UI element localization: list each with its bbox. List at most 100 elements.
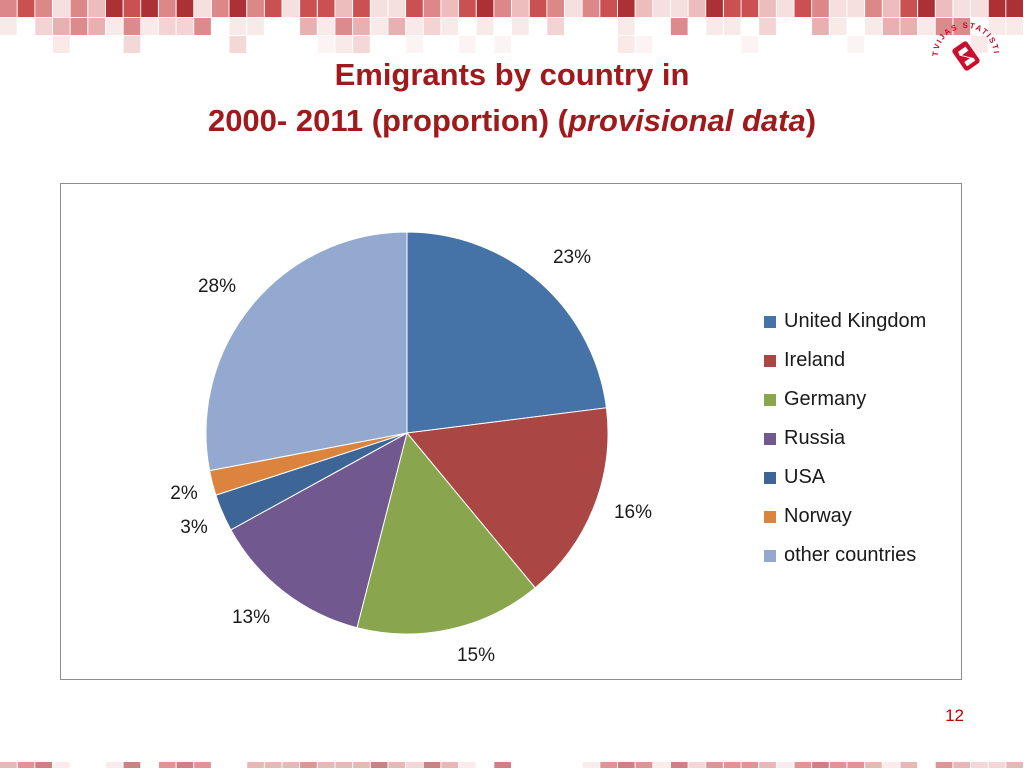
band-tile xyxy=(388,0,406,17)
legend-label: Germany xyxy=(784,388,867,410)
band-tile xyxy=(423,762,441,768)
band-tile xyxy=(247,18,264,35)
band-tile xyxy=(812,18,829,35)
band-tile xyxy=(847,0,865,17)
band-tile xyxy=(35,0,52,17)
band-tile xyxy=(547,18,564,35)
legend-swatch xyxy=(764,393,776,406)
band-tile xyxy=(353,36,370,53)
band-tile xyxy=(317,762,335,768)
band-tile xyxy=(617,762,635,768)
legend-item-usa: USA xyxy=(764,458,964,497)
band-tile xyxy=(706,762,723,768)
band-tile xyxy=(317,36,335,53)
band-tile xyxy=(494,36,511,53)
band-tile xyxy=(335,36,353,53)
band-tile xyxy=(706,18,723,35)
band-tile xyxy=(353,762,370,768)
band-tile xyxy=(971,36,988,53)
band-tile xyxy=(158,0,176,17)
band-tile xyxy=(317,0,335,17)
band-tile xyxy=(141,0,158,17)
band-tile xyxy=(441,762,459,768)
title-line-2-italic: provisional data xyxy=(567,103,806,138)
band-tile xyxy=(0,18,17,35)
chart-legend: United Kingdom Ireland Germany Russia USA Nor… xyxy=(764,302,964,575)
pie-slice-germany xyxy=(356,431,536,635)
band-tile xyxy=(317,18,335,35)
band-tile xyxy=(406,18,423,35)
band-tile xyxy=(953,0,971,17)
band-tile xyxy=(70,0,88,17)
logo-emblem-icon xyxy=(952,41,980,71)
band-tile xyxy=(882,762,900,768)
band-tile xyxy=(194,18,211,35)
legend-swatch xyxy=(764,471,776,484)
band-tile xyxy=(865,18,882,35)
band-tile xyxy=(882,0,900,17)
band-tile xyxy=(423,0,441,17)
band-tile xyxy=(900,0,918,17)
band-tile xyxy=(794,0,812,17)
band-tile xyxy=(670,762,688,768)
band-tile xyxy=(105,0,123,17)
band-tile xyxy=(882,18,900,35)
pie-slice-united-kingdom xyxy=(406,231,607,434)
band-tile xyxy=(194,762,211,768)
band-tile xyxy=(547,0,564,17)
band-tile xyxy=(53,0,70,17)
band-tile xyxy=(17,762,35,768)
title-line-2-suffix: ) xyxy=(805,103,817,138)
band-tile xyxy=(900,18,918,35)
band-tile xyxy=(229,18,247,35)
legend-swatch xyxy=(764,354,776,367)
band-tile xyxy=(53,762,70,768)
band-tile xyxy=(847,762,865,768)
band-tile xyxy=(441,0,459,17)
band-tile xyxy=(829,18,847,35)
data-label-germany: 15% xyxy=(457,645,495,666)
band-tile xyxy=(776,762,794,768)
band-tile xyxy=(123,18,141,35)
band-tile xyxy=(353,0,370,17)
band-tile xyxy=(1006,0,1023,17)
latvijas-statistika-logo: LATVIJAS STATISTIKA xyxy=(928,18,1000,71)
page-number: 12 xyxy=(945,706,964,725)
band-tile xyxy=(565,0,582,17)
band-tile xyxy=(600,762,617,768)
band-tile xyxy=(918,18,935,35)
data-label-other-countries: 28% xyxy=(198,276,236,297)
band-tile xyxy=(600,0,617,17)
data-label-norway: 2% xyxy=(170,483,198,504)
band-tile xyxy=(529,0,547,17)
band-tile xyxy=(229,36,247,53)
band-tile xyxy=(300,0,317,17)
band-tile xyxy=(229,0,247,17)
band-tile xyxy=(971,762,988,768)
band-tile xyxy=(759,762,776,768)
band-tile xyxy=(723,18,741,35)
legend-label: Norway xyxy=(784,505,852,527)
decorative-top-band xyxy=(0,0,1023,53)
band-tile xyxy=(512,0,529,17)
band-tile xyxy=(370,0,388,17)
legend-label: Russia xyxy=(784,427,846,449)
band-tile xyxy=(459,36,476,53)
legend-label: other countries xyxy=(784,544,917,566)
band-tile xyxy=(688,0,706,17)
band-tile xyxy=(282,0,300,17)
data-label-ireland: 16% xyxy=(614,502,652,523)
band-tile xyxy=(88,0,105,17)
band-tile xyxy=(370,18,388,35)
legend-swatch xyxy=(764,432,776,445)
band-tile xyxy=(617,36,635,53)
band-tile xyxy=(494,0,511,17)
band-tile xyxy=(53,18,70,35)
band-tile xyxy=(635,0,653,17)
band-tile xyxy=(35,18,52,35)
band-tile xyxy=(70,18,88,35)
legend-item-ireland: Ireland xyxy=(764,341,964,380)
band-tile xyxy=(459,762,476,768)
band-tile xyxy=(1006,762,1023,768)
legend-label: United Kingdom xyxy=(784,310,927,332)
